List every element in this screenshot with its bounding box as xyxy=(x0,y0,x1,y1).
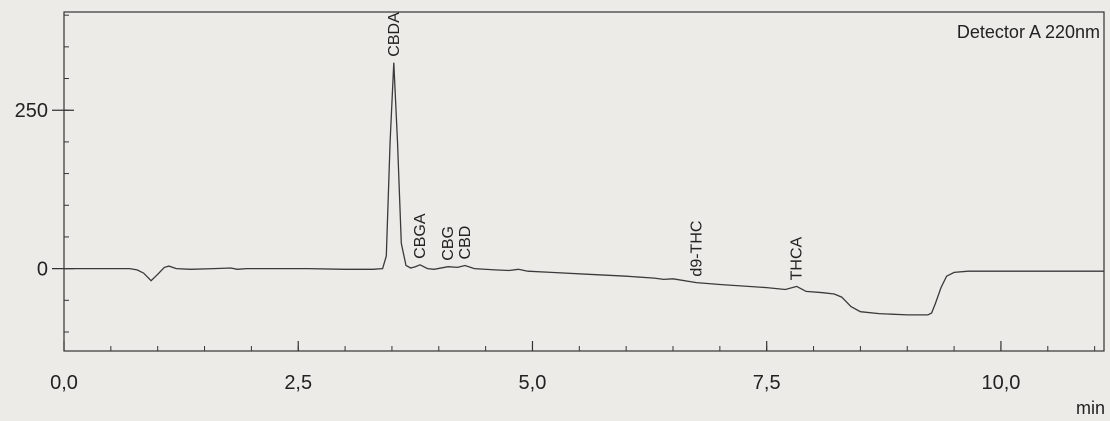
x-tick-label: 7,5 xyxy=(753,372,781,394)
peak-label-cbg: CBG xyxy=(440,226,457,261)
peak-labels: CBDA CBGA CBG CBD d9-THC THCA xyxy=(386,12,806,280)
chromatogram-trace xyxy=(64,62,1104,316)
peak-label-thca: THCA xyxy=(789,236,806,280)
detector-legend: Detector A 220nm xyxy=(957,22,1100,42)
y-axis: 0 250 xyxy=(15,100,74,281)
minor-ticks xyxy=(63,14,1096,351)
y-tick-label: 0 xyxy=(37,259,48,281)
x-tick-label: 5,0 xyxy=(519,372,547,394)
peak-label-cbga: CBGA xyxy=(412,213,429,259)
x-tick-label: 2,5 xyxy=(284,372,312,394)
plot-frame xyxy=(63,11,1105,352)
x-tick-label: 10,0 xyxy=(981,372,1020,394)
y-tick-label: 250 xyxy=(15,100,48,122)
x-axis: 0,0 2,5 5,0 7,5 10,0 xyxy=(50,341,1020,394)
x-axis-unit-label: min xyxy=(1076,398,1105,418)
x-tick-label: 0,0 xyxy=(50,372,78,394)
peak-label-d9-thc: d9-THC xyxy=(688,221,705,277)
peak-label-cbda: CBDA xyxy=(386,12,403,57)
peak-label-cbd: CBD xyxy=(457,226,474,260)
